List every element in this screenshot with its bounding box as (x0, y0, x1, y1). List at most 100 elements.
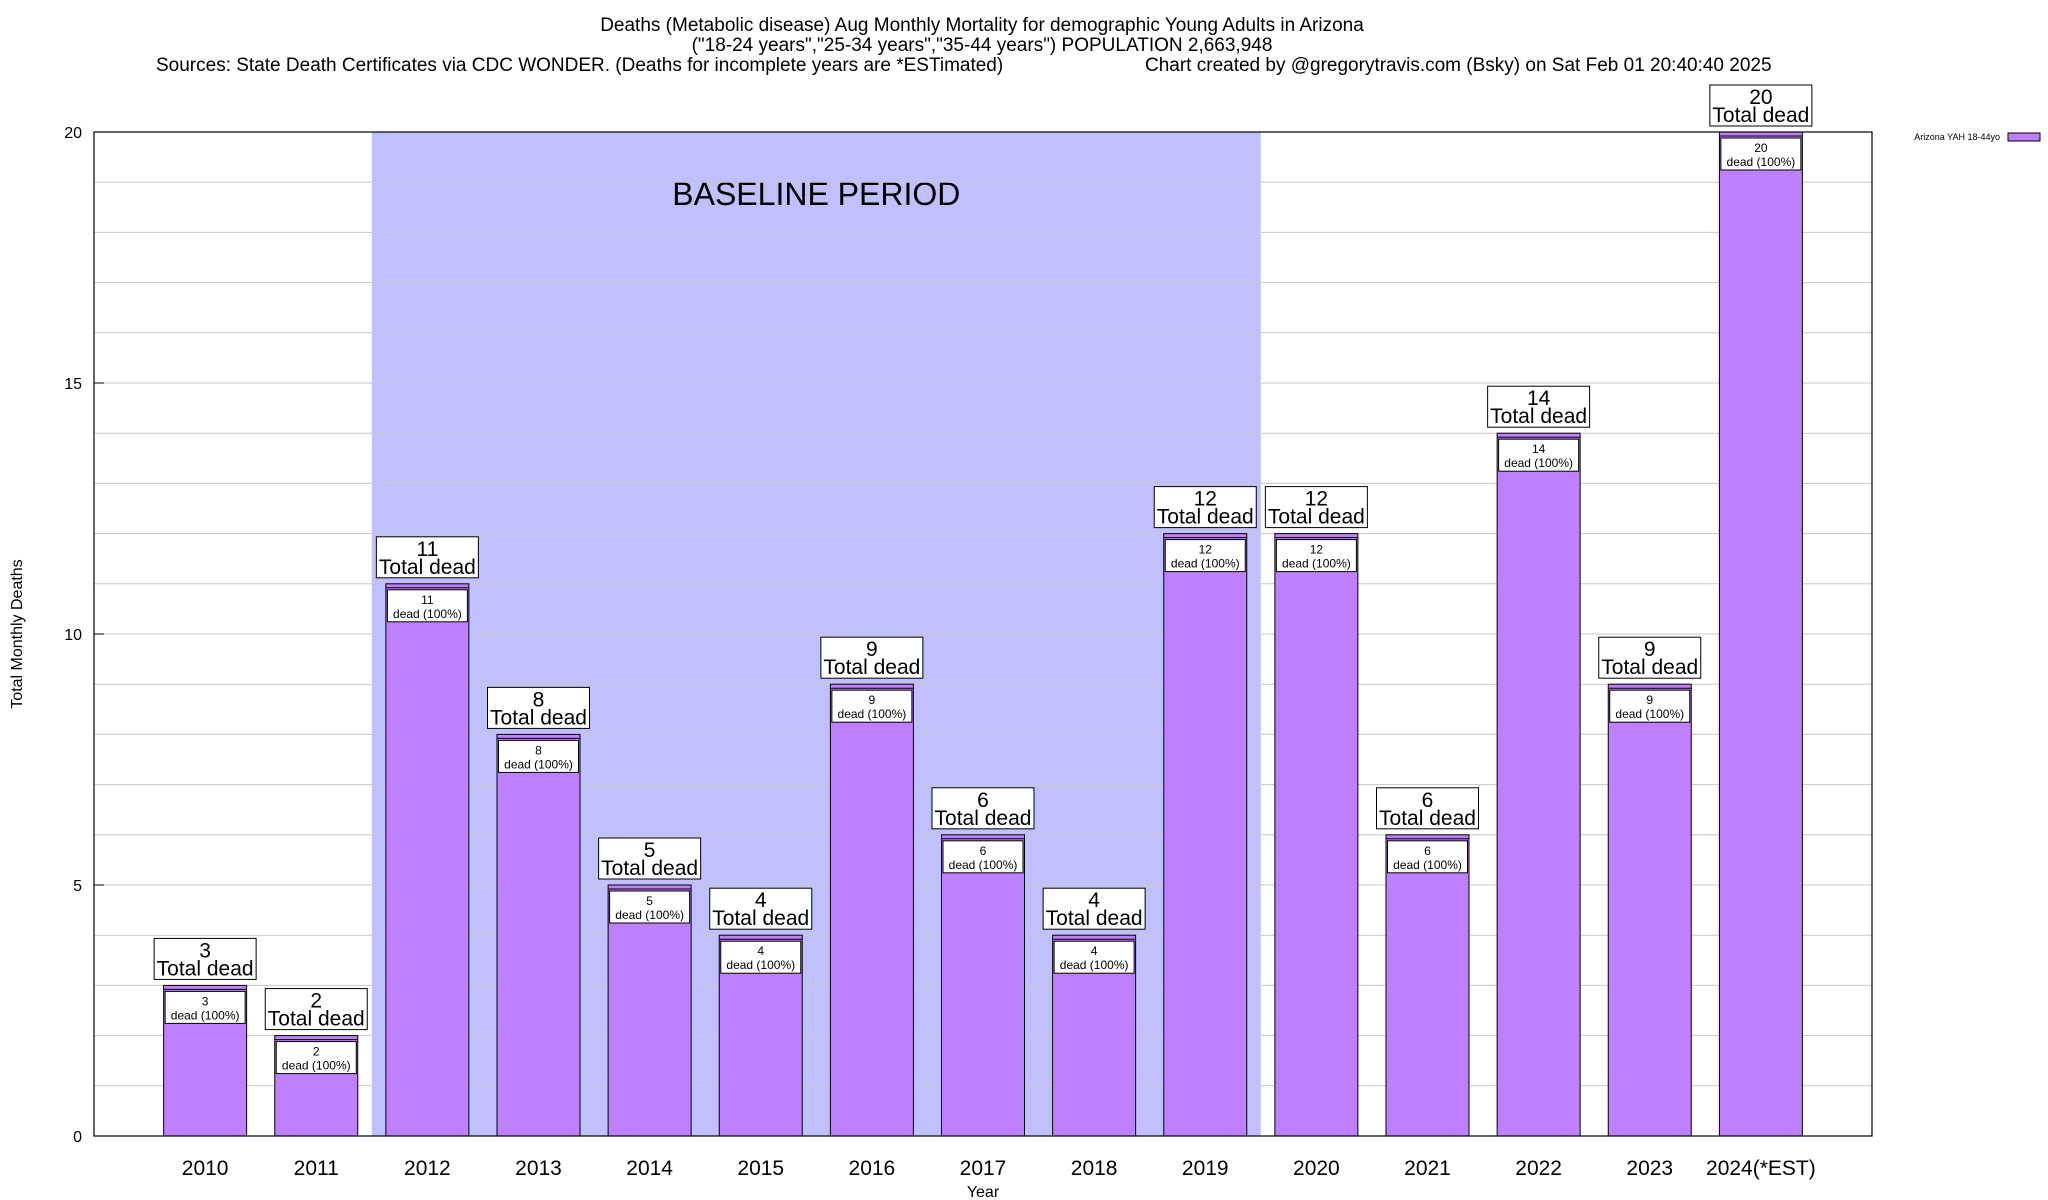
x-tick-label: 2015 (737, 1157, 784, 1180)
total-label-box (487, 686, 590, 729)
total-label-box (1042, 887, 1146, 930)
x-tick-label: 2019 (1182, 1157, 1229, 1180)
total-label-box (1487, 385, 1591, 428)
total-value-label: 4 (1088, 889, 1100, 912)
total-dead-label: Total dead (1490, 405, 1587, 428)
x-tick-label: 2020 (1293, 1157, 1340, 1180)
total-dead-label: Total dead (712, 907, 809, 930)
inner-value-label: 4 (757, 944, 764, 958)
total-label-box (375, 536, 479, 579)
x-tick-label: 2021 (1404, 1157, 1451, 1180)
bar (496, 733, 581, 1137)
plot-frame (93, 131, 1873, 1137)
bars (163, 131, 1803, 1137)
total-dead-label: Total dead (1046, 907, 1143, 930)
total-value-label: 14 (1527, 387, 1551, 410)
total-label-box (931, 787, 1035, 830)
total-value-label: 2 (310, 990, 322, 1013)
inner-percent-label: dead (100%) (171, 1008, 240, 1022)
bar (607, 884, 692, 1137)
inner-label-box (831, 689, 913, 723)
inner-value-label: 9 (869, 693, 876, 707)
inner-percent-label: dead (100%) (1171, 557, 1240, 571)
inner-value-label: 9 (1646, 693, 1653, 707)
bar (1496, 432, 1581, 1137)
inner-percent-label: dead (100%) (282, 1059, 351, 1073)
bar (1718, 131, 1803, 1137)
y-tick-label: 15 (64, 376, 82, 393)
inner-label-box (1164, 539, 1246, 573)
bar (1163, 533, 1248, 1137)
inner-value-label: 4 (1091, 944, 1098, 958)
inner-label-box (942, 840, 1024, 874)
x-axis-title: Year (967, 1184, 1000, 1200)
title-line-1: Deaths (Metabolic disease) Aug Monthly M… (600, 15, 1364, 36)
total-value-label: 11 (416, 538, 438, 561)
inner-label-box (1498, 438, 1580, 472)
total-dead-label: Total dead (157, 957, 254, 980)
inner-value-label: 6 (980, 844, 987, 858)
bar (1274, 533, 1359, 1137)
total-label-box (1153, 486, 1257, 529)
total-value-label: 4 (755, 889, 767, 912)
inner-percent-label: dead (100%) (1727, 155, 1796, 169)
x-tick-label: 2016 (849, 1157, 896, 1180)
bar (1385, 834, 1470, 1137)
total-value-label: 8 (533, 688, 545, 711)
inner-label-box (1609, 689, 1691, 723)
inner-value-label: 14 (1532, 442, 1546, 456)
inner-value-label: 12 (1310, 543, 1324, 557)
inner-percent-label: dead (100%) (1393, 858, 1462, 872)
legend: Arizona YAH 18-44yo (1914, 132, 2041, 142)
bar (1607, 683, 1692, 1137)
inner-percent-label: dead (100%) (393, 607, 462, 621)
inner-label-box (609, 890, 691, 924)
y-axis-ticks: 0 5 10 15 20 (64, 125, 104, 1146)
total-value-label: 6 (977, 789, 989, 812)
x-axis-ticks: 2010 2011 2012 2013 2014 2015 2016 2017 2018 2019… (182, 1157, 1816, 1180)
total-value-label: 6 (1422, 789, 1434, 812)
x-tick-label: 2024(*EST) (1706, 1157, 1816, 1180)
x-tick-label: 2011 (294, 1157, 339, 1180)
total-label-box (153, 937, 257, 980)
inner-label-box (1053, 940, 1135, 974)
total-value-label: 3 (199, 939, 211, 962)
inner-value-label: 3 (202, 994, 209, 1008)
total-label-box (264, 988, 368, 1031)
y-tick-label: 10 (64, 627, 82, 644)
x-tick-label: 2023 (1626, 1157, 1673, 1180)
total-dead-label: Total dead (1712, 104, 1809, 127)
inner-percent-label: dead (100%) (1060, 958, 1129, 972)
total-value-label: 12 (1194, 488, 1217, 511)
total-dead-label: Total dead (1268, 506, 1365, 529)
x-tick-label: 2014 (626, 1157, 673, 1180)
total-value-label: 12 (1305, 488, 1328, 511)
inner-value-label: 5 (646, 894, 653, 908)
total-value-label: 9 (866, 638, 878, 661)
bar (385, 583, 470, 1137)
inner-label-box (386, 589, 468, 623)
inner-label-box (1720, 137, 1802, 171)
inner-value-label: 2 (313, 1045, 320, 1059)
inner-label-box (498, 739, 579, 773)
total-dead-label: Total dead (823, 656, 920, 679)
total-dead-label: Total dead (268, 1008, 365, 1031)
inner-label-box (275, 1041, 357, 1075)
total-label-box (1598, 636, 1702, 679)
inner-value-label: 20 (1754, 141, 1768, 155)
x-tick-label: 2012 (404, 1157, 451, 1180)
legend-label: Arizona YAH 18-44yo (1914, 132, 2000, 142)
total-label-box (1264, 486, 1368, 529)
x-tick-label: 2013 (515, 1157, 562, 1180)
total-label-box (1376, 787, 1479, 830)
bar (941, 834, 1025, 1137)
total-label-box (820, 636, 924, 679)
y-tick-label: 5 (73, 878, 82, 895)
inner-percent-label: dead (100%) (726, 958, 795, 972)
inner-percent-label: dead (100%) (504, 757, 573, 771)
total-value-label: 20 (1749, 86, 1772, 109)
inner-percent-label: dead (100%) (1615, 707, 1684, 721)
total-dead-label: Total dead (601, 857, 698, 880)
